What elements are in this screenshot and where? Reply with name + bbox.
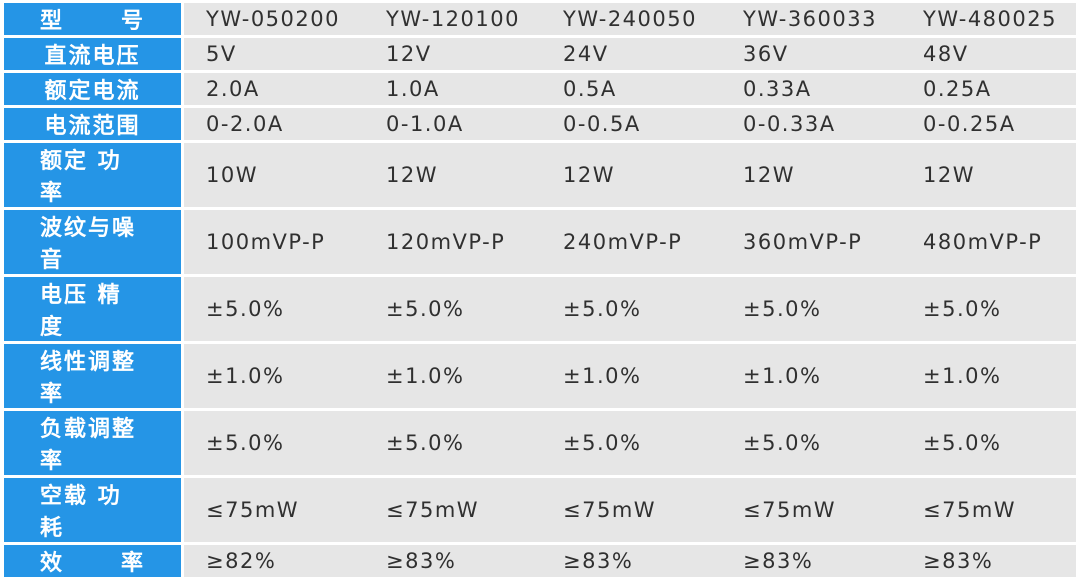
- table-cell: 0.5A: [541, 73, 721, 108]
- table-cell: ±5.0%: [184, 277, 364, 344]
- table-cell: ±1.0%: [901, 344, 1076, 411]
- table-cell: YW-120100: [364, 3, 541, 38]
- table-cell: YW-050200: [184, 3, 364, 38]
- table-cell: 360mVP-P: [721, 210, 901, 277]
- row-header-no-load-power: 空载 功耗: [4, 478, 184, 545]
- row-header-char: 率: [120, 551, 145, 576]
- row-header-label: 线性调整率: [40, 350, 137, 407]
- table-cell: ≥83%: [721, 545, 901, 580]
- row-header-label: 波纹与噪音: [40, 216, 137, 273]
- table-cell: 0-1.0A: [364, 108, 541, 143]
- row-header-label: 空载 功耗: [40, 484, 122, 541]
- table-cell: ±5.0%: [721, 411, 901, 478]
- table-cell: 12W: [541, 143, 721, 210]
- table-cell: ±1.0%: [721, 344, 901, 411]
- table-cell: 0-0.25A: [901, 108, 1076, 143]
- table-cell: ±1.0%: [184, 344, 364, 411]
- row-header-voltage-accuracy: 电压 精度: [4, 277, 184, 344]
- table-cell: ±1.0%: [541, 344, 721, 411]
- row-header-load-regulation: 负载调整率: [4, 411, 184, 478]
- table-cell: 48V: [901, 38, 1076, 73]
- table-cell: 24V: [541, 38, 721, 73]
- table-cell: 2.0A: [184, 73, 364, 108]
- table-cell: 0-2.0A: [184, 108, 364, 143]
- table-cell: ≤75mW: [541, 478, 721, 545]
- row-header-current-range: 电流范围: [4, 108, 184, 143]
- table-cell: 0-0.5A: [541, 108, 721, 143]
- table-cell: 0-0.33A: [721, 108, 901, 143]
- row-header-label: 额定 功率: [40, 149, 122, 206]
- row-header-char: 型: [40, 9, 65, 34]
- table-cell: ±5.0%: [364, 411, 541, 478]
- row-header-ripple-noise: 波纹与噪音: [4, 210, 184, 277]
- row-header-dc-voltage: 直流电压: [4, 38, 184, 73]
- table-cell: 0.25A: [901, 73, 1076, 108]
- table-cell: ≥83%: [541, 545, 721, 580]
- table-cell: 12W: [364, 143, 541, 210]
- table-cell: 480mVP-P: [901, 210, 1076, 277]
- table-cell: 5V: [184, 38, 364, 73]
- row-header-label: 电压 精度: [40, 283, 122, 340]
- table-cell: ≤75mW: [184, 478, 364, 545]
- table-cell: ±5.0%: [541, 411, 721, 478]
- row-header-line-regulation: 线性调整率: [4, 344, 184, 411]
- row-header-label: 负载调整率: [40, 417, 137, 474]
- table-cell: ±5.0%: [184, 411, 364, 478]
- row-header-efficiency: 效 率: [4, 545, 184, 580]
- row-header-label: 电流范围: [44, 114, 141, 139]
- table-cell: ≤75mW: [721, 478, 901, 545]
- table-cell: ≥83%: [901, 545, 1076, 580]
- table-cell: ≥83%: [364, 545, 541, 580]
- row-header-rated-power: 额定 功率: [4, 143, 184, 210]
- table-cell: 12W: [901, 143, 1076, 210]
- table-cell: 1.0A: [364, 73, 541, 108]
- table-cell: ≥82%: [184, 545, 364, 580]
- table-cell: 36V: [721, 38, 901, 73]
- row-header-label: 直流电压: [44, 44, 141, 69]
- table-cell: ±5.0%: [901, 277, 1076, 344]
- table-cell: ≤75mW: [901, 478, 1076, 545]
- table-cell: YW-240050: [541, 3, 721, 38]
- table-cell: 12V: [364, 38, 541, 73]
- table-cell: ±5.0%: [721, 277, 901, 344]
- table-cell: 120mVP-P: [364, 210, 541, 277]
- table-cell: 240mVP-P: [541, 210, 721, 277]
- row-header-model: 型 号: [4, 3, 184, 38]
- table-cell: YW-360033: [721, 3, 901, 38]
- table-cell: 10W: [184, 143, 364, 210]
- table-cell: 0.33A: [721, 73, 901, 108]
- row-header-rated-current: 额定电流: [4, 73, 184, 108]
- table-cell: 12W: [721, 143, 901, 210]
- spec-table: 型 号 YW-050200 YW-120100 YW-240050 YW-360…: [4, 3, 1076, 580]
- table-cell: ±5.0%: [541, 277, 721, 344]
- table-cell: ±5.0%: [364, 277, 541, 344]
- table-cell: ±1.0%: [364, 344, 541, 411]
- row-header-char: 号: [120, 9, 145, 34]
- row-header-char: 效: [40, 551, 65, 576]
- table-cell: YW-480025: [901, 3, 1076, 38]
- row-header-label: 额定电流: [44, 79, 141, 104]
- table-cell: ±5.0%: [901, 411, 1076, 478]
- table-cell: 100mVP-P: [184, 210, 364, 277]
- table-cell: ≤75mW: [364, 478, 541, 545]
